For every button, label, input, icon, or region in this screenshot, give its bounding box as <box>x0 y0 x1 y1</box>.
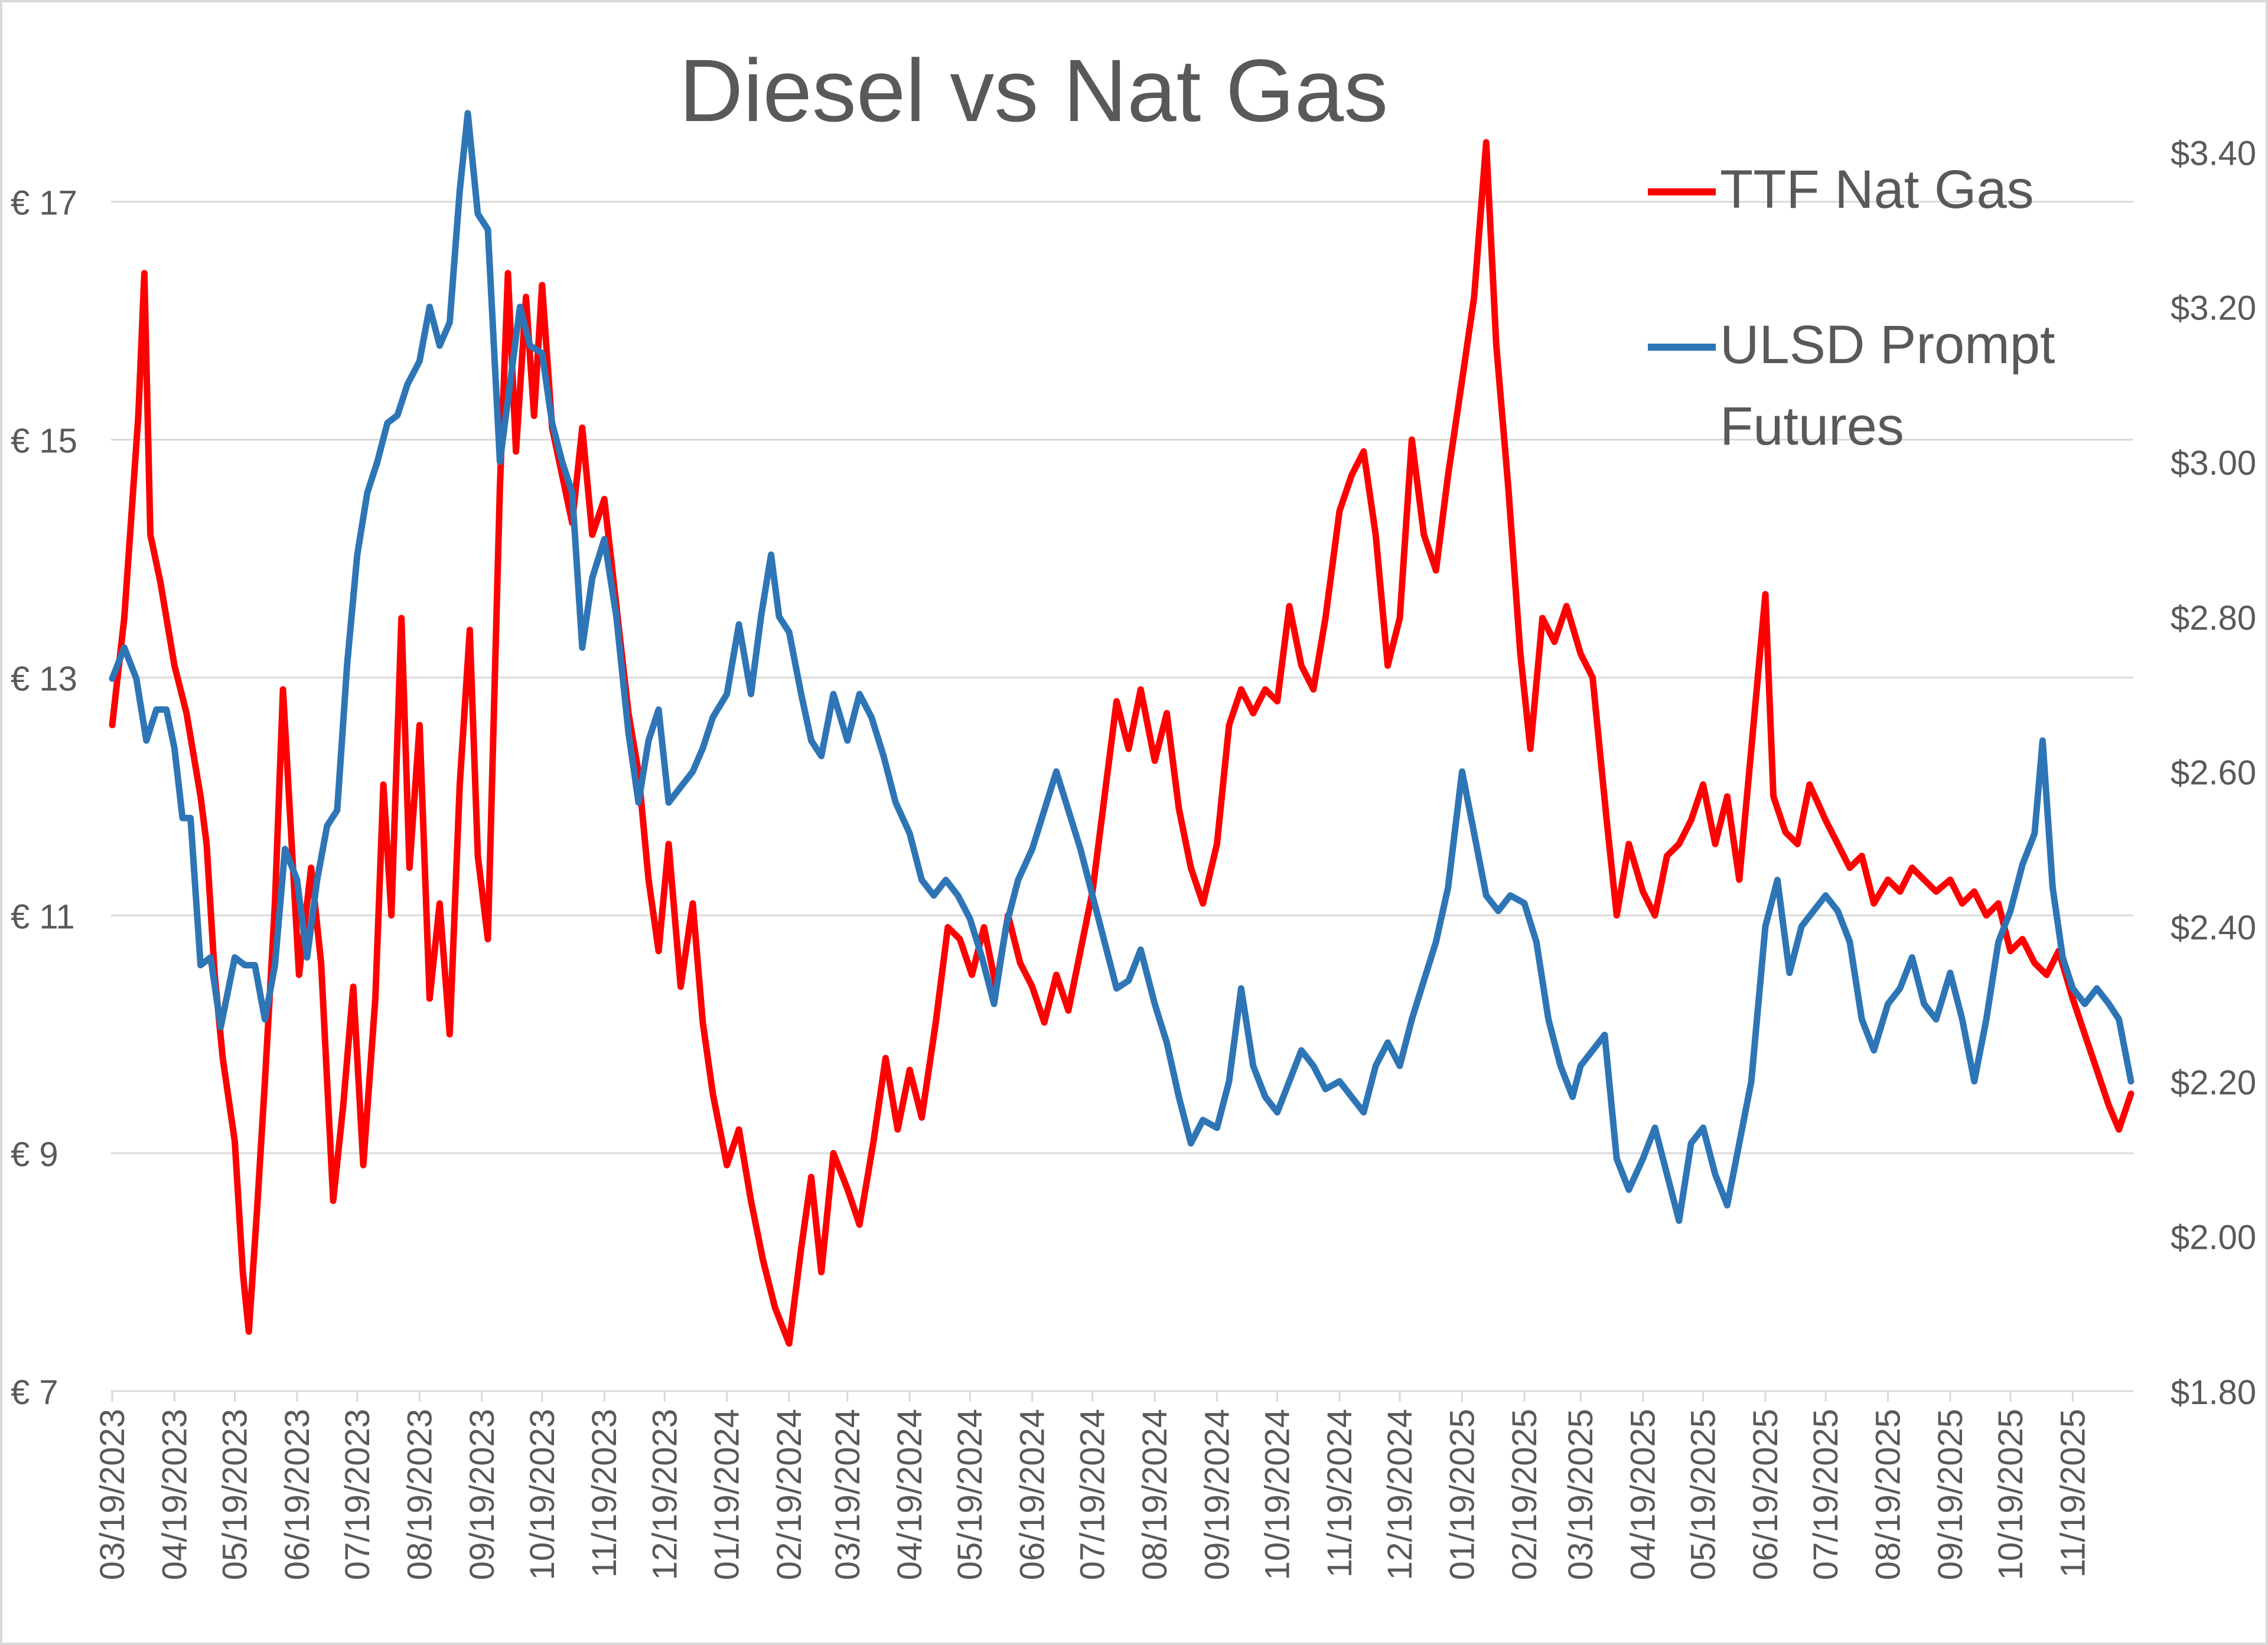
legend: TTF Nat Gas ULSD Prompt Futures <box>1648 159 2055 456</box>
x-tick-label: 09/19/2024 <box>1198 1409 1237 1580</box>
right-axis: $1.80 $2.00 $2.20 $2.40 $2.60 $2.80 $3.00 $3.20… <box>2171 134 2256 1412</box>
right-tick-label: $2.20 <box>2171 1063 2256 1102</box>
x-tick-label: 08/19/2024 <box>1136 1409 1174 1580</box>
left-tick-label: € 7 <box>11 1373 58 1412</box>
x-tick-label: 04/19/2024 <box>891 1409 929 1580</box>
x-tick-label: 05/19/2024 <box>951 1409 989 1580</box>
left-tick-label: € 15 <box>11 422 77 461</box>
chart-title: Diesel vs Nat Gas <box>679 41 1388 140</box>
x-tick-label: 07/19/2025 <box>1807 1409 1845 1580</box>
legend-item-ttf: TTF Nat Gas <box>1648 159 2034 220</box>
x-tick-label: 10/19/2024 <box>1259 1409 1297 1580</box>
x-tick-label: 08/19/2023 <box>400 1409 439 1580</box>
x-tick-label: 02/19/2025 <box>1506 1409 1544 1580</box>
x-tick-label: 01/19/2025 <box>1443 1409 1481 1580</box>
x-tick-label: 06/19/2023 <box>278 1409 317 1580</box>
x-tick-label: 10/19/2025 <box>1992 1409 2030 1580</box>
right-tick-label: $3.20 <box>2171 289 2256 328</box>
x-tick-label: 11/19/2023 <box>585 1409 624 1578</box>
right-tick-label: $2.00 <box>2171 1219 2256 1257</box>
series-line-ulsd <box>109 110 2135 1224</box>
x-tick-label: 05/19/2025 <box>1684 1409 1723 1580</box>
series-lines <box>109 110 2135 1347</box>
x-tick-label: 11/19/2024 <box>1321 1409 1359 1578</box>
x-tick-label: 10/19/2023 <box>523 1409 562 1580</box>
x-tick-label: 07/19/2023 <box>338 1409 377 1580</box>
left-tick-label: € 17 <box>11 184 77 223</box>
x-tick-label: 04/19/2025 <box>1624 1409 1663 1580</box>
legend-item-ulsd: ULSD Prompt Futures <box>1648 315 2055 456</box>
left-tick-label: € 9 <box>11 1135 58 1174</box>
x-tick-label: 05/19/2023 <box>216 1409 254 1580</box>
right-tick-label: $2.40 <box>2171 909 2256 947</box>
right-tick-label: $1.80 <box>2171 1373 2256 1412</box>
x-tick-label: 03/19/2025 <box>1562 1409 1600 1580</box>
x-tick-label: 04/19/2023 <box>155 1409 194 1580</box>
right-tick-label: $2.60 <box>2171 754 2256 792</box>
right-tick-label: $3.00 <box>2171 444 2256 482</box>
x-tick-label: 08/19/2025 <box>1869 1409 1907 1580</box>
x-tick-label: 12/19/2024 <box>1381 1409 1419 1580</box>
x-tick-label: 07/19/2024 <box>1074 1409 1112 1580</box>
x-axis: 03/19/2023 04/19/2023 05/19/2023 06/19/2023… <box>93 1390 2133 1580</box>
left-axis: € 7 € 9 € 11 € 13 € 15 € 17 <box>11 184 77 1412</box>
x-tick-label: 02/19/2024 <box>770 1409 809 1580</box>
x-tick-label: 03/19/2023 <box>93 1409 132 1580</box>
series-line-ttf-nat-gas <box>109 139 2135 1347</box>
x-tick-label: 06/19/2025 <box>1746 1409 1785 1580</box>
right-tick-label: $3.40 <box>2171 134 2256 172</box>
x-tick-label: 09/19/2025 <box>1931 1409 1970 1580</box>
x-tick-label: 11/19/2025 <box>2054 1409 2092 1578</box>
x-tick-label: 12/19/2023 <box>646 1409 684 1580</box>
right-tick-label: $2.80 <box>2171 599 2256 637</box>
left-tick-label: € 13 <box>11 660 77 698</box>
x-tick-label: 09/19/2023 <box>463 1409 501 1580</box>
x-tick-label: 03/19/2024 <box>829 1409 867 1580</box>
x-tick-label: 06/19/2024 <box>1014 1409 1052 1580</box>
legend-label-ttf: TTF Nat Gas <box>1720 159 2034 220</box>
x-tick-label: 01/19/2024 <box>708 1409 747 1580</box>
left-tick-label: € 11 <box>11 897 75 936</box>
legend-label-ulsd: ULSD Prompt Futures <box>1720 315 2055 456</box>
